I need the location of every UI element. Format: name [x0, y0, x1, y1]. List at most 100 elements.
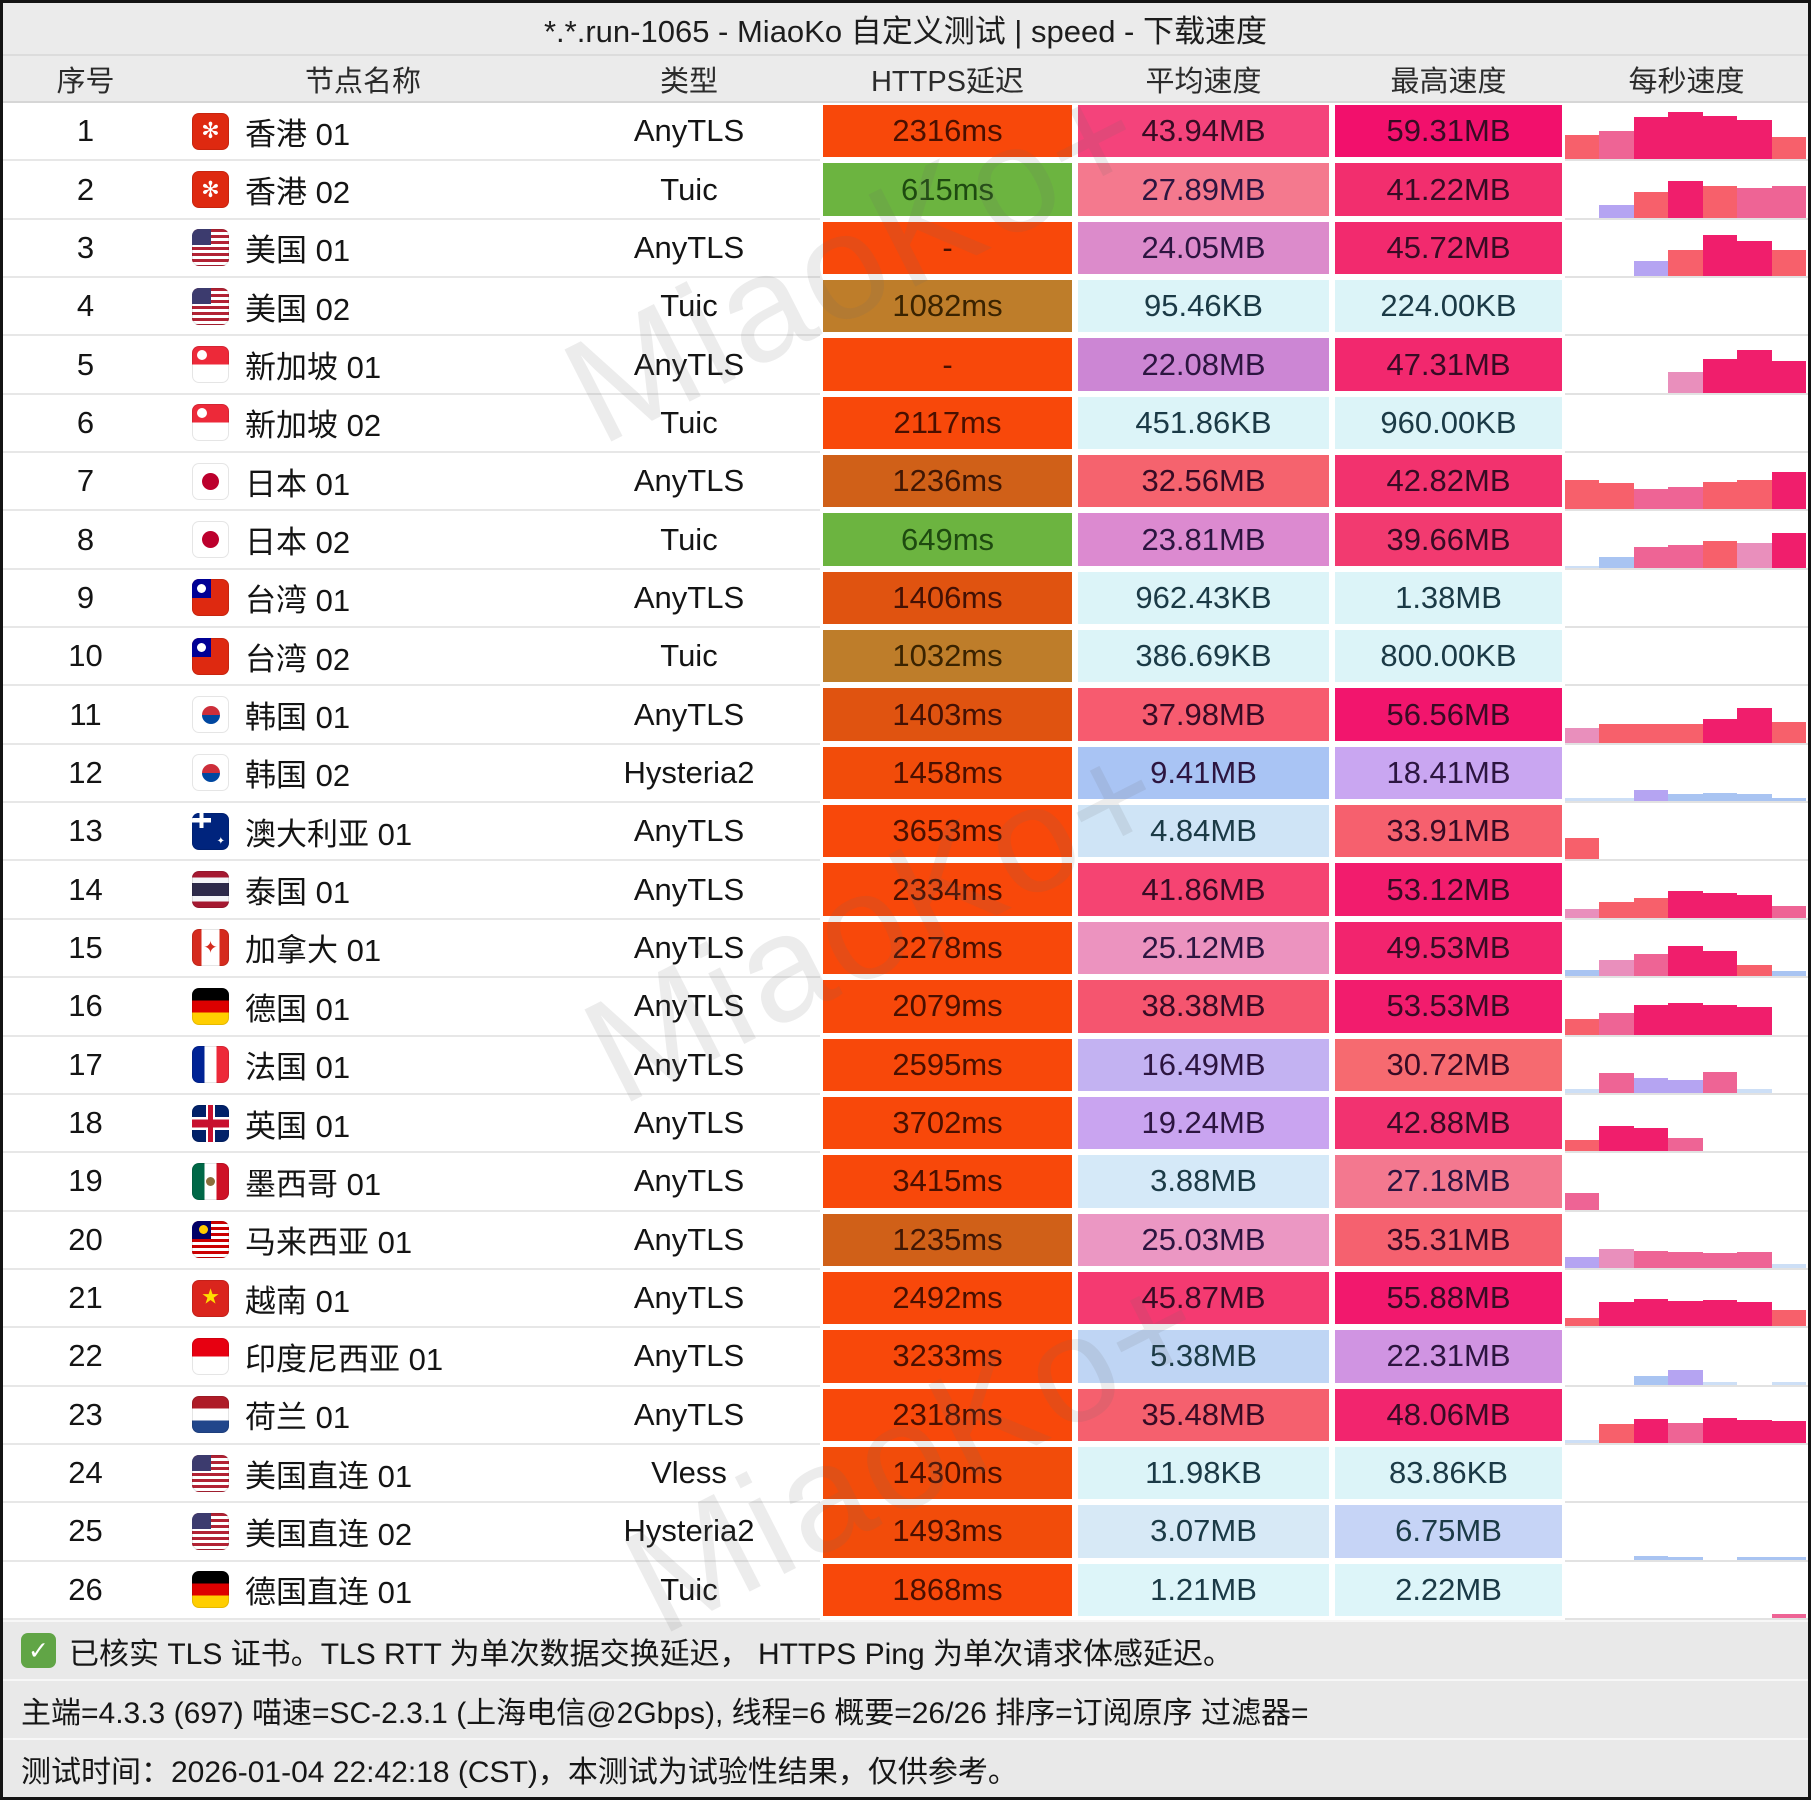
speed-bars: [1565, 572, 1806, 626]
row-https-latency: 1406ms: [820, 569, 1075, 629]
country-flag-icon: [192, 112, 229, 150]
row-type: AnyTLS: [558, 453, 820, 512]
row-name: 台湾 01: [168, 570, 558, 629]
row-name: 德国直连 01: [168, 1562, 558, 1620]
row-avg-speed: 386.69KB: [1075, 628, 1332, 687]
row-avg-speed: 4.84MB: [1075, 803, 1332, 862]
row-https-latency: 1403ms: [820, 686, 1075, 745]
row-max-speed: 41.22MB: [1332, 161, 1565, 220]
row-max-speed: 83.86KB: [1332, 1444, 1565, 1504]
row-https-latency: 3702ms: [820, 1094, 1075, 1154]
row-seq: 13: [3, 803, 168, 862]
country-flag-icon: [192, 1162, 229, 1200]
row-https-latency: 649ms: [820, 511, 1075, 570]
row-max-speed: 960.00KB: [1332, 394, 1565, 454]
row-max-speed: 39.66MB: [1332, 511, 1565, 570]
node-name-label: 加拿大 01: [245, 933, 382, 969]
speed-bars: [1565, 805, 1806, 860]
row-type: AnyTLS: [558, 1270, 820, 1329]
country-flag-icon: [192, 1046, 229, 1084]
speed-bars: [1565, 1330, 1806, 1385]
footer-time-line: 测试时间：2026-01-04 22:42:18 (CST)，本测试为试验性结果…: [3, 1738, 1808, 1797]
table-body: 1 香港 01 AnyTLS 2316ms 43.94MB 59.31MB 2 …: [3, 103, 1808, 1620]
table-row: 18 英国 01 AnyTLS 3702ms 19.24MB 42.88MB: [3, 1094, 1808, 1154]
row-seq: 6: [3, 395, 168, 454]
row-max-speed: 6.75MB: [1332, 1503, 1565, 1562]
row-avg-speed: 11.98KB: [1075, 1444, 1332, 1504]
row-seq: 22: [3, 1328, 168, 1387]
row-name: 美国 01: [168, 220, 558, 279]
row-name: 日本 02: [168, 511, 558, 570]
row-avg-speed: 16.49MB: [1075, 1036, 1332, 1095]
row-avg-speed: 25.12MB: [1075, 919, 1332, 979]
row-https-latency: 2316ms: [820, 103, 1075, 162]
row-seq: 5: [3, 336, 168, 395]
speed-bars: [1565, 338, 1806, 393]
footer-tls-note: ✓ 已核实 TLS 证书。TLS RTT 为单次数据交换延迟， HTTPS Pi…: [3, 1620, 1808, 1679]
node-name-label: 印度尼西亚 01: [245, 1341, 444, 1377]
row-avg-speed: 95.46KB: [1075, 278, 1332, 337]
table-header: 序号 节点名称 类型 HTTPS延迟 平均速度 最高速度 每秒速度: [3, 56, 1808, 103]
row-avg-speed: 38.38MB: [1075, 978, 1332, 1037]
row-seq: 25: [3, 1503, 168, 1562]
row-per-second-speed-graph: [1565, 1561, 1808, 1620]
row-max-speed: 30.72MB: [1332, 1036, 1565, 1095]
table-row: 26 德国直连 01 Tuic 1868ms 1.21MB 2.22MB: [3, 1561, 1808, 1620]
speed-bars: [1565, 1389, 1806, 1443]
node-name-label: 韩国 02: [245, 758, 351, 794]
row-type: AnyTLS: [558, 1387, 820, 1445]
table-row: 21 越南 01 AnyTLS 2492ms 45.87MB 55.88MB: [3, 1269, 1808, 1329]
node-name-label: 越南 01: [245, 1283, 351, 1319]
speed-bars: [1565, 513, 1806, 568]
row-per-second-speed-graph: [1565, 453, 1808, 512]
row-seq: 18: [3, 1095, 168, 1154]
table-row: 19 墨西哥 01 AnyTLS 3415ms 3.88MB 27.18MB: [3, 1153, 1808, 1212]
row-per-second-speed-graph: [1565, 1503, 1808, 1562]
node-name-label: 台湾 02: [245, 641, 351, 677]
row-type: AnyTLS: [558, 570, 820, 629]
table-row: 12 韩国 02 Hysteria2 1458ms 9.41MB 18.41MB: [3, 744, 1808, 804]
table-row: 8 日本 02 Tuic 649ms 23.81MB 39.66MB: [3, 511, 1808, 570]
country-flag-icon: [192, 462, 229, 500]
speed-bars: [1565, 163, 1806, 218]
row-max-speed: 800.00KB: [1332, 628, 1565, 687]
country-flag-icon: [192, 229, 229, 267]
row-type: AnyTLS: [558, 978, 820, 1037]
row-per-second-speed-graph: [1565, 1036, 1808, 1095]
speed-bars: [1565, 105, 1806, 160]
row-name: 香港 02: [168, 161, 558, 220]
speed-bars: [1565, 747, 1806, 802]
row-max-speed: 45.72MB: [1332, 219, 1565, 279]
row-type: AnyTLS: [558, 1095, 820, 1154]
row-max-speed: 18.41MB: [1332, 744, 1565, 804]
row-seq: 3: [3, 220, 168, 279]
row-per-second-speed-graph: [1565, 1094, 1808, 1154]
row-max-speed: 22.31MB: [1332, 1328, 1565, 1387]
row-type: Hysteria2: [558, 1503, 820, 1562]
row-type: AnyTLS: [558, 336, 820, 395]
row-https-latency: 1032ms: [820, 628, 1075, 687]
table-row: 4 美国 02 Tuic 1082ms 95.46KB 224.00KB: [3, 278, 1808, 337]
row-max-speed: 35.31MB: [1332, 1211, 1565, 1270]
speed-bars: [1565, 863, 1806, 918]
row-avg-speed: 45.87MB: [1075, 1269, 1332, 1329]
speed-bars: [1565, 922, 1806, 977]
row-avg-speed: 5.38MB: [1075, 1328, 1332, 1387]
row-seq: 12: [3, 745, 168, 804]
node-name-label: 日本 01: [245, 466, 351, 502]
country-flag-icon: [192, 579, 229, 617]
row-avg-speed: 25.03MB: [1075, 1211, 1332, 1270]
node-name-label: 泰国 01: [245, 875, 351, 911]
node-name-label: 德国直连 01: [245, 1575, 413, 1611]
row-type: Hysteria2: [558, 745, 820, 804]
row-per-second-speed-graph: [1565, 803, 1808, 862]
row-avg-speed: 32.56MB: [1075, 453, 1332, 512]
row-avg-speed: 3.07MB: [1075, 1503, 1332, 1562]
speed-bars: [1565, 397, 1806, 451]
table-row: 1 香港 01 AnyTLS 2316ms 43.94MB 59.31MB: [3, 103, 1808, 162]
footer-tls-note-text: 已核实 TLS 证书。TLS RTT 为单次数据交换延迟， HTTPS Ping…: [69, 1637, 1233, 1671]
table-row: 16 德国 01 AnyTLS 2079ms 38.38MB 53.53MB: [3, 978, 1808, 1037]
node-name-label: 荷兰 01: [245, 1400, 351, 1436]
row-https-latency: -: [820, 219, 1075, 279]
table-row: 2 香港 02 Tuic 615ms 27.89MB 41.22MB: [3, 161, 1808, 220]
